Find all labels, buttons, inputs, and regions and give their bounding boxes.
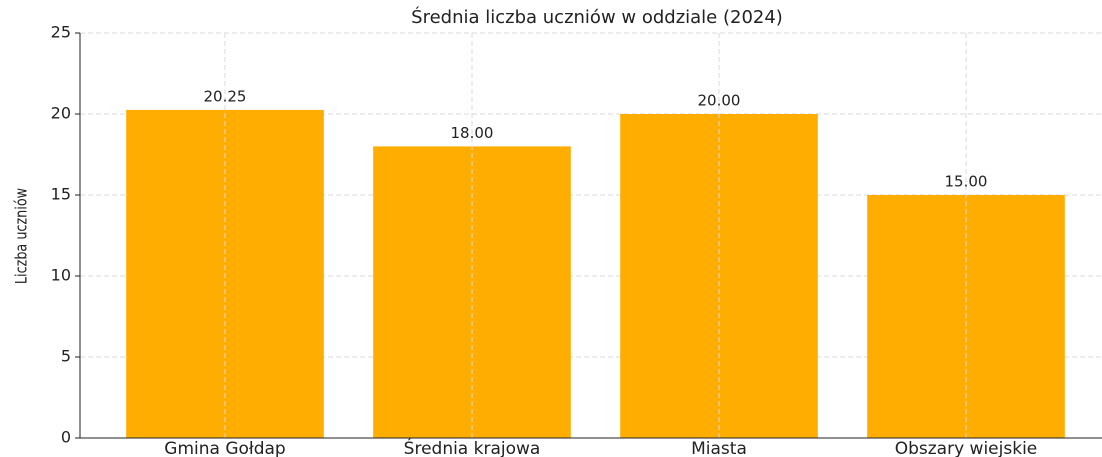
y-tick-label: 15 [51,185,71,204]
value-label: 20.25 [204,87,247,105]
y-axis-label: Liczba uczniów [13,188,31,284]
y-tick-label: 10 [51,266,71,285]
x-tick-label: Gmina Gołdap [164,439,285,457]
chart-title: Średnia liczba uczniów w oddziale (2024) [411,6,783,28]
value-label: 20.00 [698,92,741,110]
x-tick-label: Obszary wiejskie [895,439,1038,457]
x-tick-label: Średnia krajowa [404,437,541,457]
value-label: 15.00 [945,173,988,191]
y-tick-label: 20 [51,104,71,123]
y-tick-label: 0 [61,428,71,447]
value-label: 18.00 [451,124,494,142]
x-tick-label: Miasta [691,439,747,457]
y-tick-label: 25 [51,23,71,42]
y-tick-label: 5 [61,347,71,366]
